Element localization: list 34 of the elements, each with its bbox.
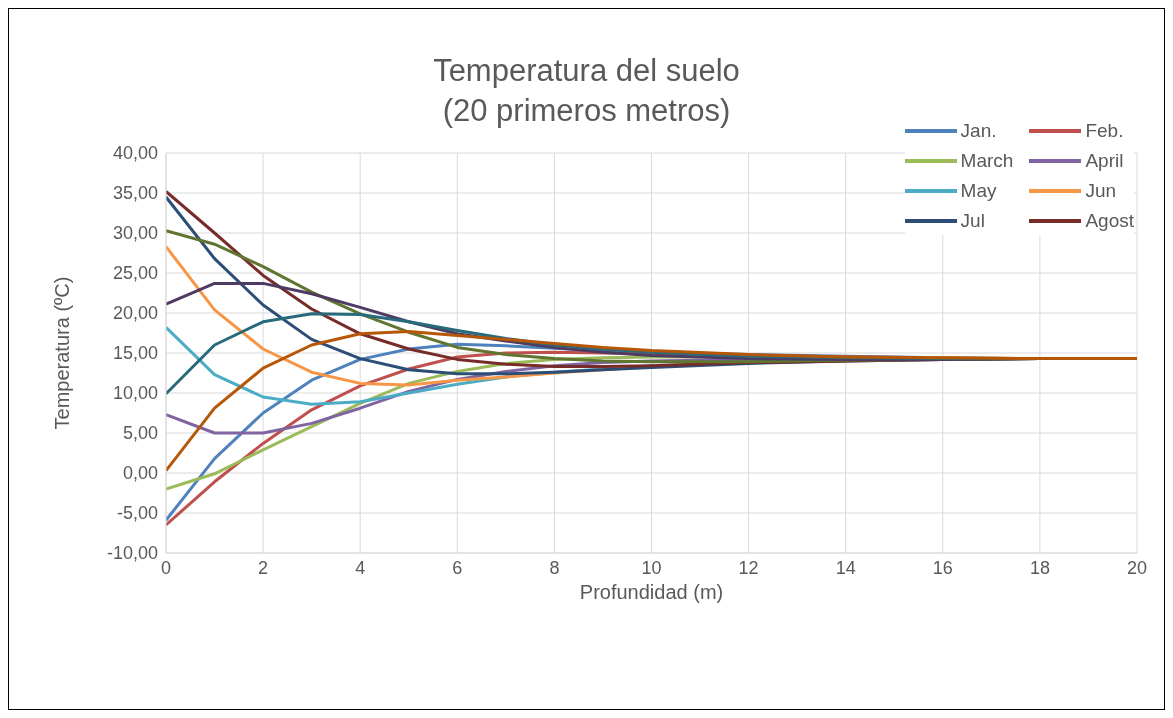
x-tick-label: 14 [835,557,856,578]
x-axis-title: Profundidad (m) [579,581,724,603]
x-tick-label: 16 [932,557,953,578]
legend-label: Jul [960,210,985,232]
y-tick-label: -5,00 [116,503,158,524]
legend-label: March [960,150,1014,172]
x-tick-label: 18 [1029,557,1050,578]
y-tick-label: 35,00 [112,183,158,204]
legend-label: Feb. [1085,120,1124,142]
x-tick-label: 6 [452,557,463,578]
y-tick-label: 15,00 [112,343,158,364]
x-tick-label: 12 [738,557,759,578]
x-tick-label: 10 [641,557,662,578]
legend-label: April [1085,150,1124,172]
y-tick-label: -10,00 [106,543,158,564]
x-tick-label: 20 [1126,557,1148,578]
x-tick-label: 8 [549,557,560,578]
legend-label: Jan. [960,120,997,142]
legend-label: Jun [1085,180,1117,202]
y-tick-label: 25,00 [112,263,158,284]
y-tick-label: 20,00 [112,303,158,324]
chart-title: Temperatura del suelo (20 primeros metros) [432,52,741,128]
line-series [166,329,1137,473]
legend-label: Agost [1085,210,1134,232]
legend-label: May [960,180,997,202]
y-tick-label: 40,00 [112,143,158,164]
y-tick-label: 10,00 [112,383,158,404]
y-tick-label: 0,00 [122,463,158,484]
y-tick-label: 5,00 [122,423,158,444]
x-tick-label: 4 [355,557,366,578]
x-tick-label: 0 [160,557,172,578]
x-tick-label: 2 [258,557,269,578]
y-tick-label: 30,00 [112,223,158,244]
y-axis-title: Temperatura (ºC) [51,276,74,430]
